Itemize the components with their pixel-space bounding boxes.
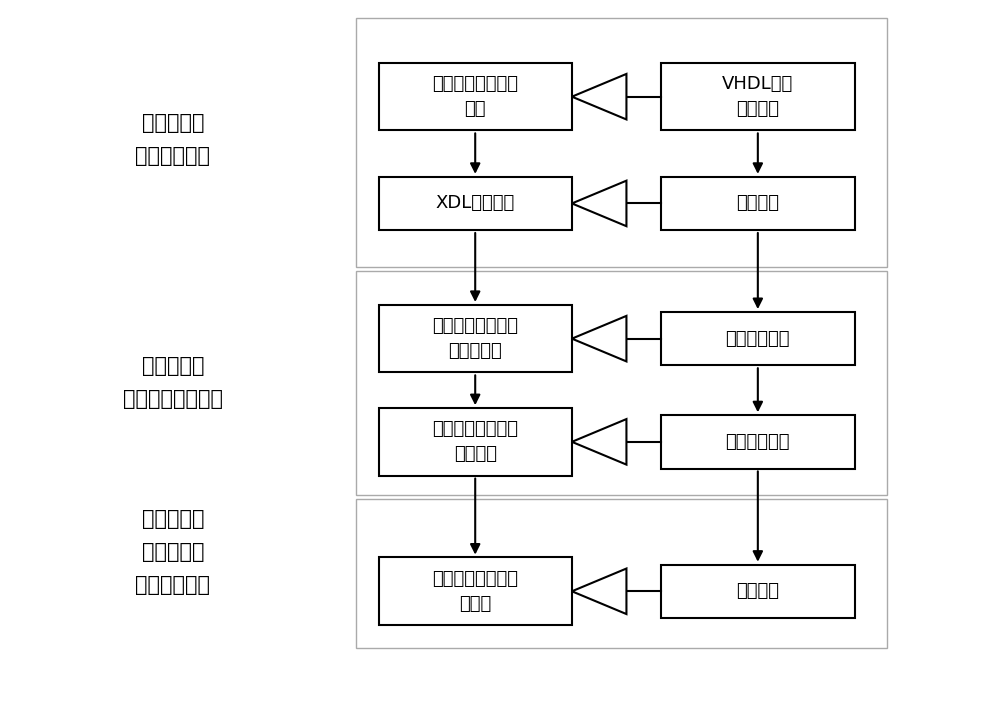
- Text: XDL网表文件: XDL网表文件: [436, 194, 515, 212]
- Text: VHDL工程
设计输入: VHDL工程 设计输入: [722, 75, 793, 118]
- Text: 级联电路节点间信
号传播关系: 级联电路节点间信 号传播关系: [432, 317, 518, 360]
- Polygon shape: [572, 569, 626, 614]
- Text: 第一阶段：
设计准备阶段: 第一阶段： 设计准备阶段: [135, 113, 210, 166]
- Bar: [379, 63, 572, 130]
- Bar: [661, 312, 855, 365]
- Bar: [379, 305, 572, 372]
- Bar: [356, 271, 887, 495]
- Text: 综合映射: 综合映射: [736, 194, 779, 212]
- Text: 拓扑排序: 拓扑排序: [736, 582, 779, 600]
- Text: 系统的输入和输出
信号: 系统的输入和输出 信号: [432, 75, 518, 118]
- Text: 电路节点内部信号
传播关系: 电路节点内部信号 传播关系: [432, 420, 518, 464]
- Bar: [379, 557, 572, 625]
- Text: 电路信号的传播拓
扑关系: 电路信号的传播拓 扑关系: [432, 570, 518, 613]
- Bar: [379, 176, 572, 230]
- Bar: [356, 19, 887, 268]
- Text: 配置信息匹配: 配置信息匹配: [726, 433, 790, 451]
- Bar: [356, 499, 887, 648]
- Polygon shape: [572, 419, 626, 464]
- Bar: [661, 564, 855, 618]
- Polygon shape: [572, 316, 626, 361]
- Text: 级联前向搜索: 级联前向搜索: [726, 330, 790, 348]
- Bar: [661, 63, 855, 130]
- Bar: [661, 415, 855, 469]
- Polygon shape: [572, 181, 626, 226]
- Polygon shape: [572, 74, 626, 120]
- Bar: [661, 176, 855, 230]
- Bar: [379, 408, 572, 476]
- Text: 第二阶段：
网表文件解析阶段: 第二阶段： 网表文件解析阶段: [123, 356, 223, 409]
- Text: 第三阶段：
分布式信号
拓扑关系构建: 第三阶段： 分布式信号 拓扑关系构建: [135, 509, 210, 595]
